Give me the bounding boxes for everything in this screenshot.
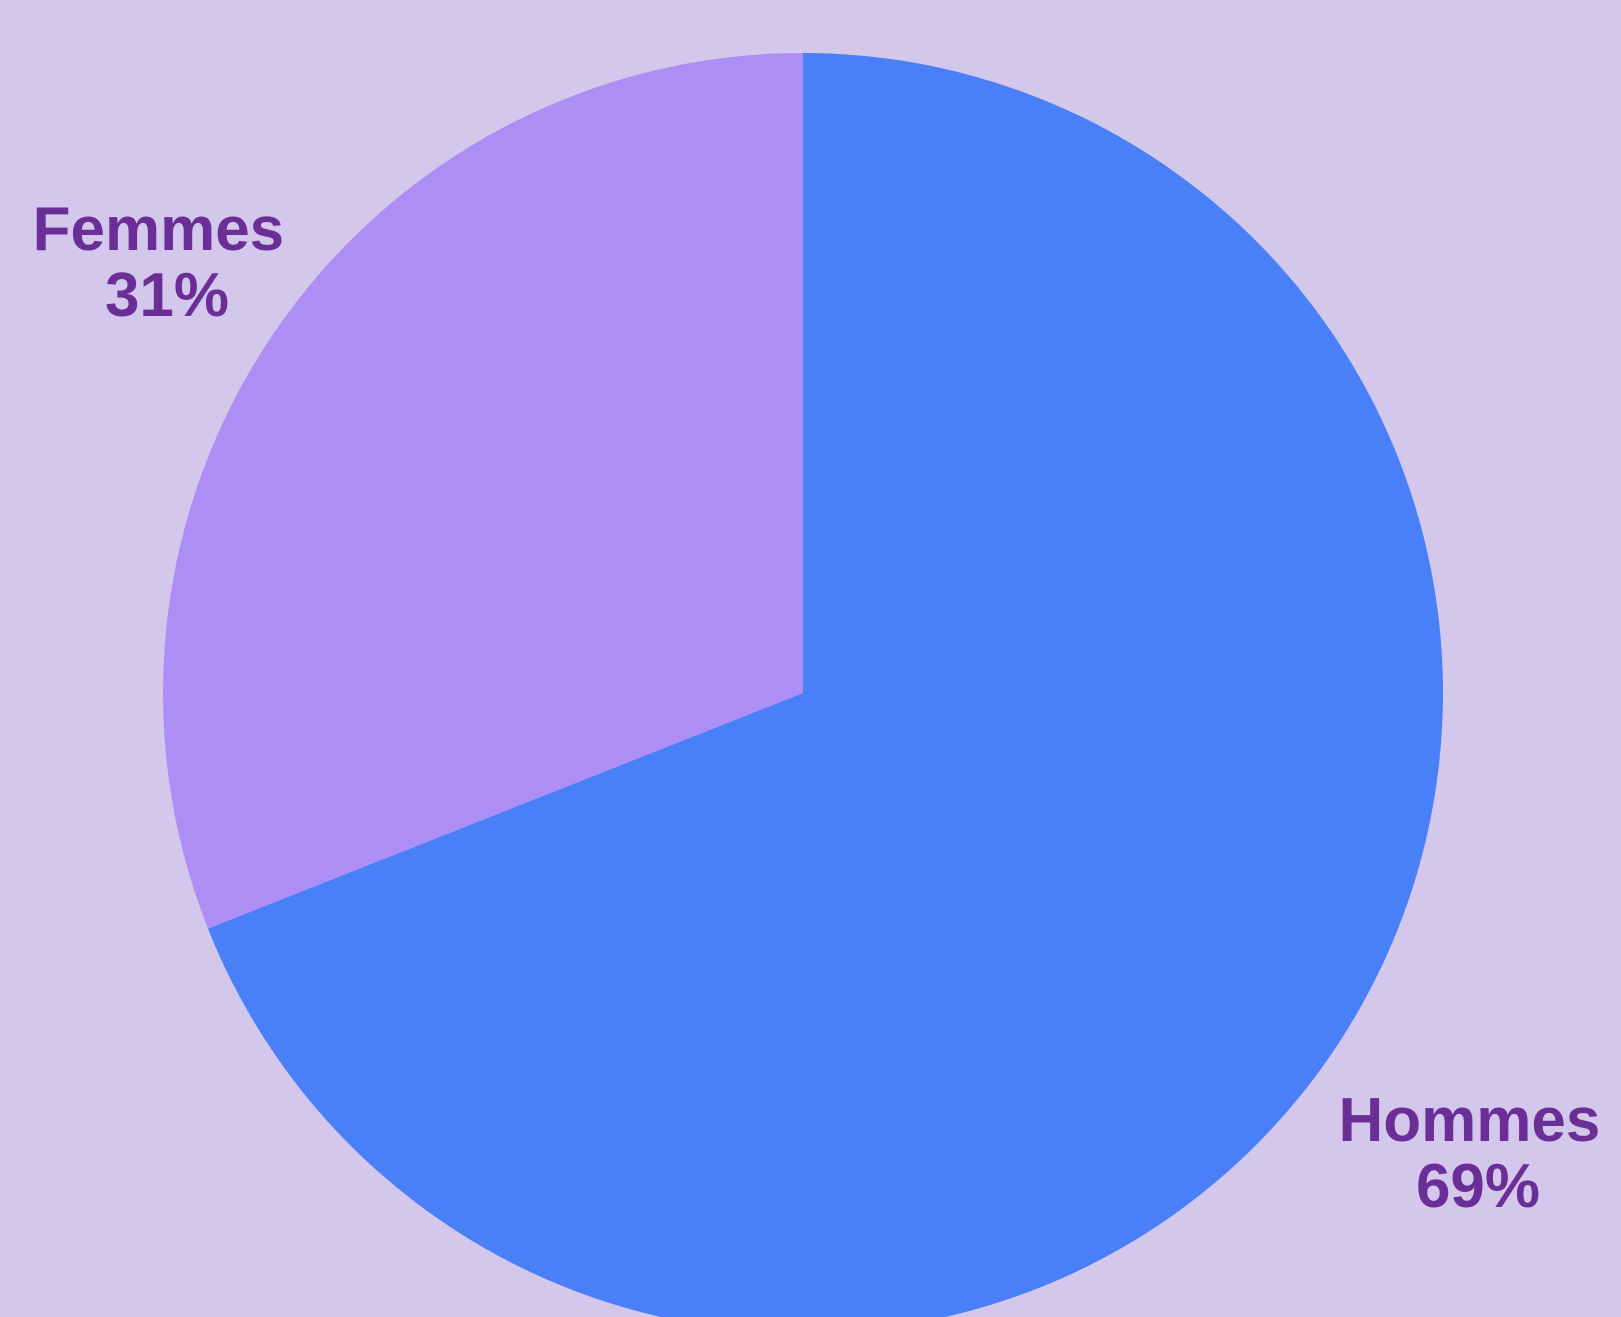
label-hommes: Hommes 69% — [1338, 1086, 1617, 1221]
label-hommes-value: 69% — [1416, 1152, 1540, 1221]
pie-labels: Hommes 69% Femmes 31% — [33, 195, 1617, 1221]
label-femmes: Femmes 31% — [33, 195, 302, 330]
pie-slices — [162, 53, 1443, 1317]
pie-slice-hommes — [207, 53, 1443, 1317]
pie-slice-femmes — [162, 53, 804, 929]
label-hommes-name: Hommes — [1338, 1086, 1600, 1155]
label-femmes-value: 31% — [105, 261, 229, 330]
label-femmes-name: Femmes — [33, 195, 285, 264]
